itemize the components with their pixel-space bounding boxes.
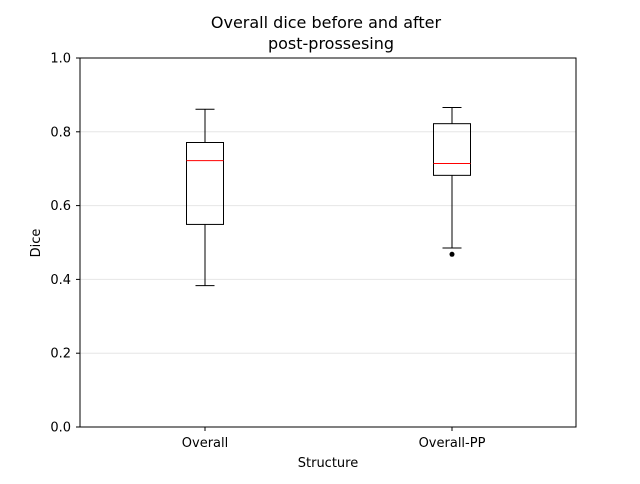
y-tick-label: 0.2 [50,347,71,362]
x-tick-label: Overall-PP [419,436,486,451]
x-tick-label: Overall [182,436,228,451]
chart-title-line2: post-prossesing [268,34,394,53]
y-tick-label: 0.0 [50,421,71,436]
plot-frame [79,57,577,428]
y-axis: 0.0 0.2 0.4 0.6 0.8 1.0 [50,52,80,436]
iqr-box [433,123,471,176]
y-tick-label: 1.0 [50,52,71,67]
y-axis-label: Dice [29,229,44,258]
chart-title-line1: Overall dice before and after [211,13,442,32]
iqr-box [186,142,224,225]
outlier-point [449,251,455,257]
x-axis: Overall Overall-PP [182,427,486,451]
y-tick-label: 0.6 [50,199,71,214]
x-axis-label: Structure [298,456,358,471]
boxplot-2 [433,106,471,257]
y-tick-label: 0.4 [50,273,71,288]
boxplots [186,106,471,287]
boxplot-1 [186,108,224,287]
y-tick-label: 0.8 [50,125,71,140]
grid-lines [80,131,576,354]
